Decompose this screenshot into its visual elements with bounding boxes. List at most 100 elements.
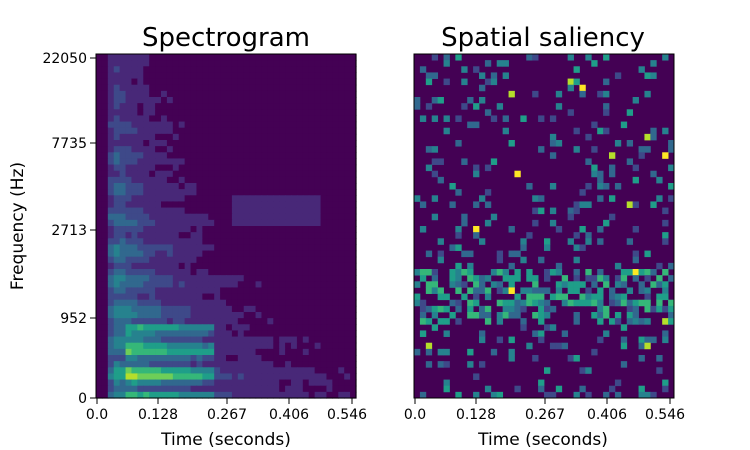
spectrogram-cell <box>196 238 203 246</box>
spectrogram-cell <box>249 133 257 141</box>
spectrogram-cell <box>131 361 138 368</box>
spectrogram-cell <box>243 207 251 215</box>
saliency-cell <box>603 127 610 135</box>
spectrogram-cell <box>231 269 239 276</box>
spectrogram-cell <box>291 164 298 172</box>
spectrogram-cell <box>279 250 286 258</box>
spectrogram-cell <box>161 158 168 166</box>
spectrogram-cell <box>267 391 274 399</box>
spectrogram-cell <box>101 348 109 356</box>
spectrogram-cell <box>166 361 174 368</box>
spectrogram-cell <box>161 250 168 258</box>
spectrogram-cell <box>267 90 274 98</box>
saliency-cell <box>561 293 569 301</box>
spectrogram-cell <box>202 256 209 264</box>
spectrogram-cell <box>202 324 209 332</box>
spectrogram-cell <box>332 152 339 160</box>
spectrogram-cell <box>237 391 245 399</box>
spectrogram-cell <box>344 115 351 123</box>
spectrogram-cell <box>338 287 345 295</box>
spectrogram-cell <box>178 305 186 313</box>
spectrogram-cell <box>291 373 298 381</box>
spectrogram-cell <box>285 84 292 92</box>
saliency-cell <box>514 385 521 393</box>
spectrogram-cell <box>261 287 268 295</box>
spectrogram-cell <box>119 176 127 184</box>
saliency-cell <box>620 342 628 350</box>
spectrogram-cell <box>320 60 328 67</box>
spectrogram-cell <box>326 164 333 172</box>
spectrogram-cell <box>314 146 322 153</box>
spectrogram-cell <box>308 275 316 282</box>
spectrogram-cell <box>255 232 263 239</box>
spectrogram-cell <box>255 189 263 196</box>
spectrogram-cell <box>231 127 239 135</box>
spectrogram-cell <box>172 90 180 98</box>
spectrogram-cell <box>255 201 263 209</box>
spectrogram-cell <box>178 226 186 233</box>
spectrogram-cell <box>178 213 186 221</box>
spectrogram-cell <box>113 72 121 80</box>
spectrogram-cell <box>161 262 168 270</box>
spectrogram-cell <box>113 66 121 74</box>
saliency-cell <box>544 305 551 313</box>
saliency-cell <box>473 293 480 301</box>
spectrogram-cell <box>208 287 215 295</box>
saliency-cell <box>496 336 504 344</box>
spectrogram-cell <box>155 207 162 215</box>
saliency-cell <box>567 54 574 61</box>
spectrogram-cell <box>338 195 345 203</box>
spectrogram-cell <box>291 109 298 117</box>
spectrogram-cell <box>172 281 180 289</box>
saliency-cell <box>591 275 598 282</box>
spectrogram-cell <box>131 318 138 325</box>
spectrogram-cell <box>184 189 192 196</box>
spectrogram-cell <box>107 72 115 80</box>
spectrogram-cell <box>237 140 245 147</box>
spectrogram-cell <box>96 158 103 166</box>
spectrogram-cell <box>285 176 292 184</box>
spectrogram-cell <box>314 60 322 67</box>
saliency-cell <box>597 318 604 325</box>
saliency-cell <box>479 195 486 202</box>
spectrogram-cell <box>267 133 274 141</box>
spectrogram-cell <box>320 109 328 117</box>
spectrogram-cell <box>184 275 192 282</box>
spectrogram-cell <box>137 170 144 178</box>
spectrogram-cell <box>161 226 168 233</box>
saliency-cell <box>638 281 645 288</box>
spectrogram-cell <box>208 219 215 227</box>
spectrogram-cell <box>214 367 221 375</box>
spectrogram-cell <box>214 90 221 98</box>
spectrogram-cell <box>255 238 263 246</box>
spectrogram-cell <box>261 133 268 141</box>
spectrogram-cell <box>308 60 316 67</box>
spectrogram-cell <box>143 54 150 61</box>
saliency-cell <box>455 226 462 233</box>
spectrogram-cell <box>208 262 215 270</box>
saliency-cell <box>549 305 557 313</box>
spectrogram-cell <box>302 195 310 203</box>
spectrogram-cell <box>155 152 162 160</box>
saliency-panel: Spatial saliency 0.0 0.128 0.267 0.406 0… <box>404 23 685 450</box>
spectrogram-cell <box>214 72 221 80</box>
saliency-cell <box>461 158 468 165</box>
spectrogram-cell <box>350 219 357 227</box>
spectrogram-cell <box>237 385 245 393</box>
spectrogram-cell <box>96 121 103 129</box>
spectrogram-cell <box>332 213 339 221</box>
saliency-cell <box>579 299 586 307</box>
spectrogram-cell <box>96 109 103 117</box>
saliency-cell <box>496 287 504 294</box>
saliency-cell <box>614 183 622 190</box>
spectrogram-cell <box>178 324 186 332</box>
spectrogram-cell <box>320 103 328 110</box>
spectrogram-cell <box>261 152 268 160</box>
saliency-cell <box>455 140 462 147</box>
saliency-cell <box>662 281 669 288</box>
saliency-cell <box>632 201 639 208</box>
spectrogram-cell <box>214 262 221 270</box>
saliency-cell <box>597 238 604 245</box>
saliency-cell <box>526 54 533 61</box>
spectrogram-cell <box>149 361 156 368</box>
